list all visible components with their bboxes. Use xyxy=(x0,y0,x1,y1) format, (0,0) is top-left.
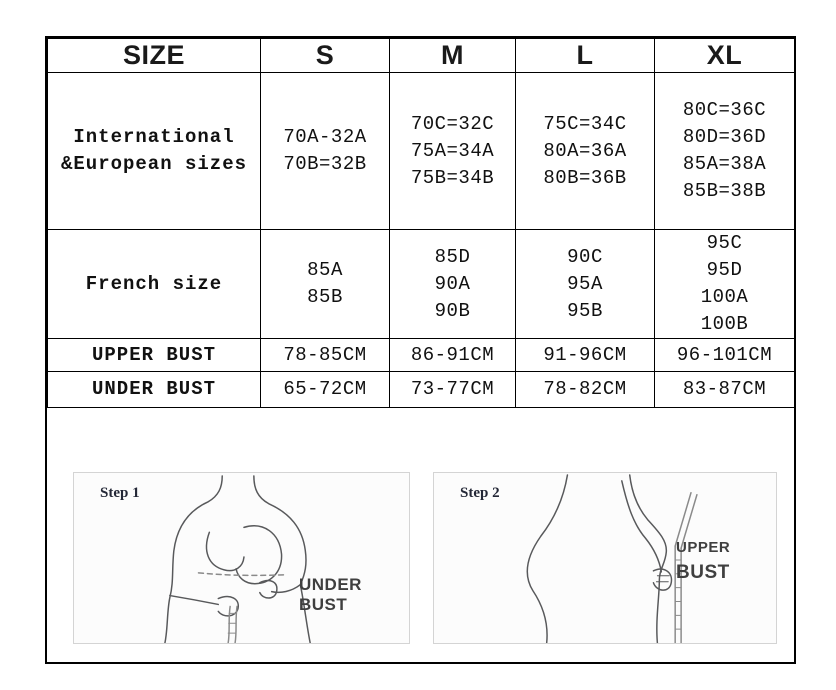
row-label: UNDER BUST xyxy=(47,371,261,408)
col-header-l: L xyxy=(515,38,655,73)
size-chart: SIZE S M L XL International &European sizes 70… xyxy=(45,36,796,664)
size-cell: 83-87CM xyxy=(654,371,795,408)
size-cell: 80C=36C 80D=36D 85A=38A 85B=38B xyxy=(654,72,795,230)
size-cell: 78-85CM xyxy=(260,338,390,372)
size-cell: 78-82CM xyxy=(515,371,655,408)
row-label: International &European sizes xyxy=(47,72,261,230)
size-cell: 70C=32C 75A=34A 75B=34B xyxy=(389,72,516,230)
size-cell: 90C 95A 95B xyxy=(515,229,655,339)
torso-side-illustration xyxy=(526,474,698,643)
size-cell: 91-96CM xyxy=(515,338,655,372)
size-cell: 85A 85B xyxy=(260,229,390,339)
step2-label: Step 2 xyxy=(460,485,500,501)
size-table: SIZE S M L XL International &European sizes 70… xyxy=(47,38,795,408)
size-cell: 96-101CM xyxy=(654,338,795,372)
size-cell: 70A-32A 70B=32B xyxy=(260,72,390,230)
table-row: UNDER BUST 65-72CM 73-77CM 78-82CM 83-87CM xyxy=(47,371,795,408)
measure-guide: Step 1 UNDER BUST Step 2 UPPER BUST xyxy=(47,408,794,662)
size-cell: 86-91CM xyxy=(389,338,516,372)
step1-caption: UNDER BUST xyxy=(299,575,362,614)
size-cell: 65-72CM xyxy=(260,371,390,408)
col-header-xl: XL xyxy=(654,38,795,73)
col-header-s: S xyxy=(260,38,390,73)
step2-caption: UPPER BUST xyxy=(676,539,731,583)
col-header-m: M xyxy=(389,38,516,73)
row-label: French size xyxy=(47,229,261,339)
size-cell: 95C 95D 100A 100B xyxy=(654,229,795,339)
table-row: UPPER BUST 78-85CM 86-91CM 91-96CM 96-101CM xyxy=(47,338,795,372)
table-row: French size 85A 85B 85D 90A 90B 90C 95A 95B 95C 95… xyxy=(47,229,795,339)
torso-front-illustration xyxy=(164,475,311,643)
header-row: SIZE S M L XL xyxy=(47,38,795,73)
size-cell: 73-77CM xyxy=(389,371,516,408)
table-row: International &European sizes 70A-32A 70B=3… xyxy=(47,72,795,230)
row-label: UPPER BUST xyxy=(47,338,261,372)
table-body: International &European sizes 70A-32A 70B=3… xyxy=(47,72,795,408)
step1-label: Step 1 xyxy=(100,485,140,501)
step1-box: Step 1 UNDER BUST xyxy=(73,472,410,644)
size-cell: 75C=34C 80A=36A 80B=36B xyxy=(515,72,655,230)
col-header-size: SIZE xyxy=(47,38,261,73)
size-cell: 85D 90A 90B xyxy=(389,229,516,339)
step2-box: Step 2 UPPER BUST xyxy=(433,472,777,644)
